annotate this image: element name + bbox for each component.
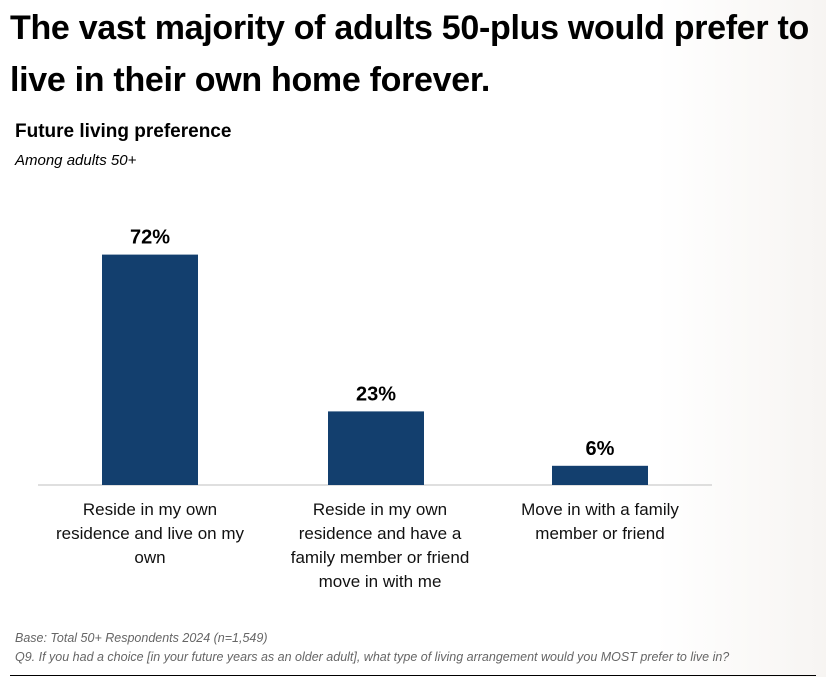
bar-own-residence-with-family — [328, 411, 424, 485]
bar-move-in-with-family — [552, 465, 648, 485]
data-label-own-residence-alone: 72% — [130, 227, 170, 249]
chart-title: Future living preference — [15, 121, 232, 142]
data-label-move-in-with-family: 6% — [586, 438, 615, 460]
page-headline: The vast majority of adults 50-plus woul… — [10, 9, 809, 99]
footnote-question: Q9. If you had a choice [in your future … — [15, 650, 730, 664]
data-label-own-residence-with-family: 23% — [356, 383, 396, 405]
bar-own-residence-alone — [102, 254, 198, 485]
chart-subtitle: Among adults 50+ — [15, 152, 137, 169]
category-label-own-residence-alone: Reside in my own residence and live on m… — [55, 500, 245, 567]
category-label-own-residence-with-family: Reside in my own residence and have a fa… — [290, 500, 470, 591]
category-label-move-in-with-family: Move in with a family member or friend — [521, 500, 679, 543]
footnote-base: Base: Total 50+ Respondents 2024 (n=1,54… — [15, 631, 268, 645]
bottom-rule — [10, 675, 816, 676]
